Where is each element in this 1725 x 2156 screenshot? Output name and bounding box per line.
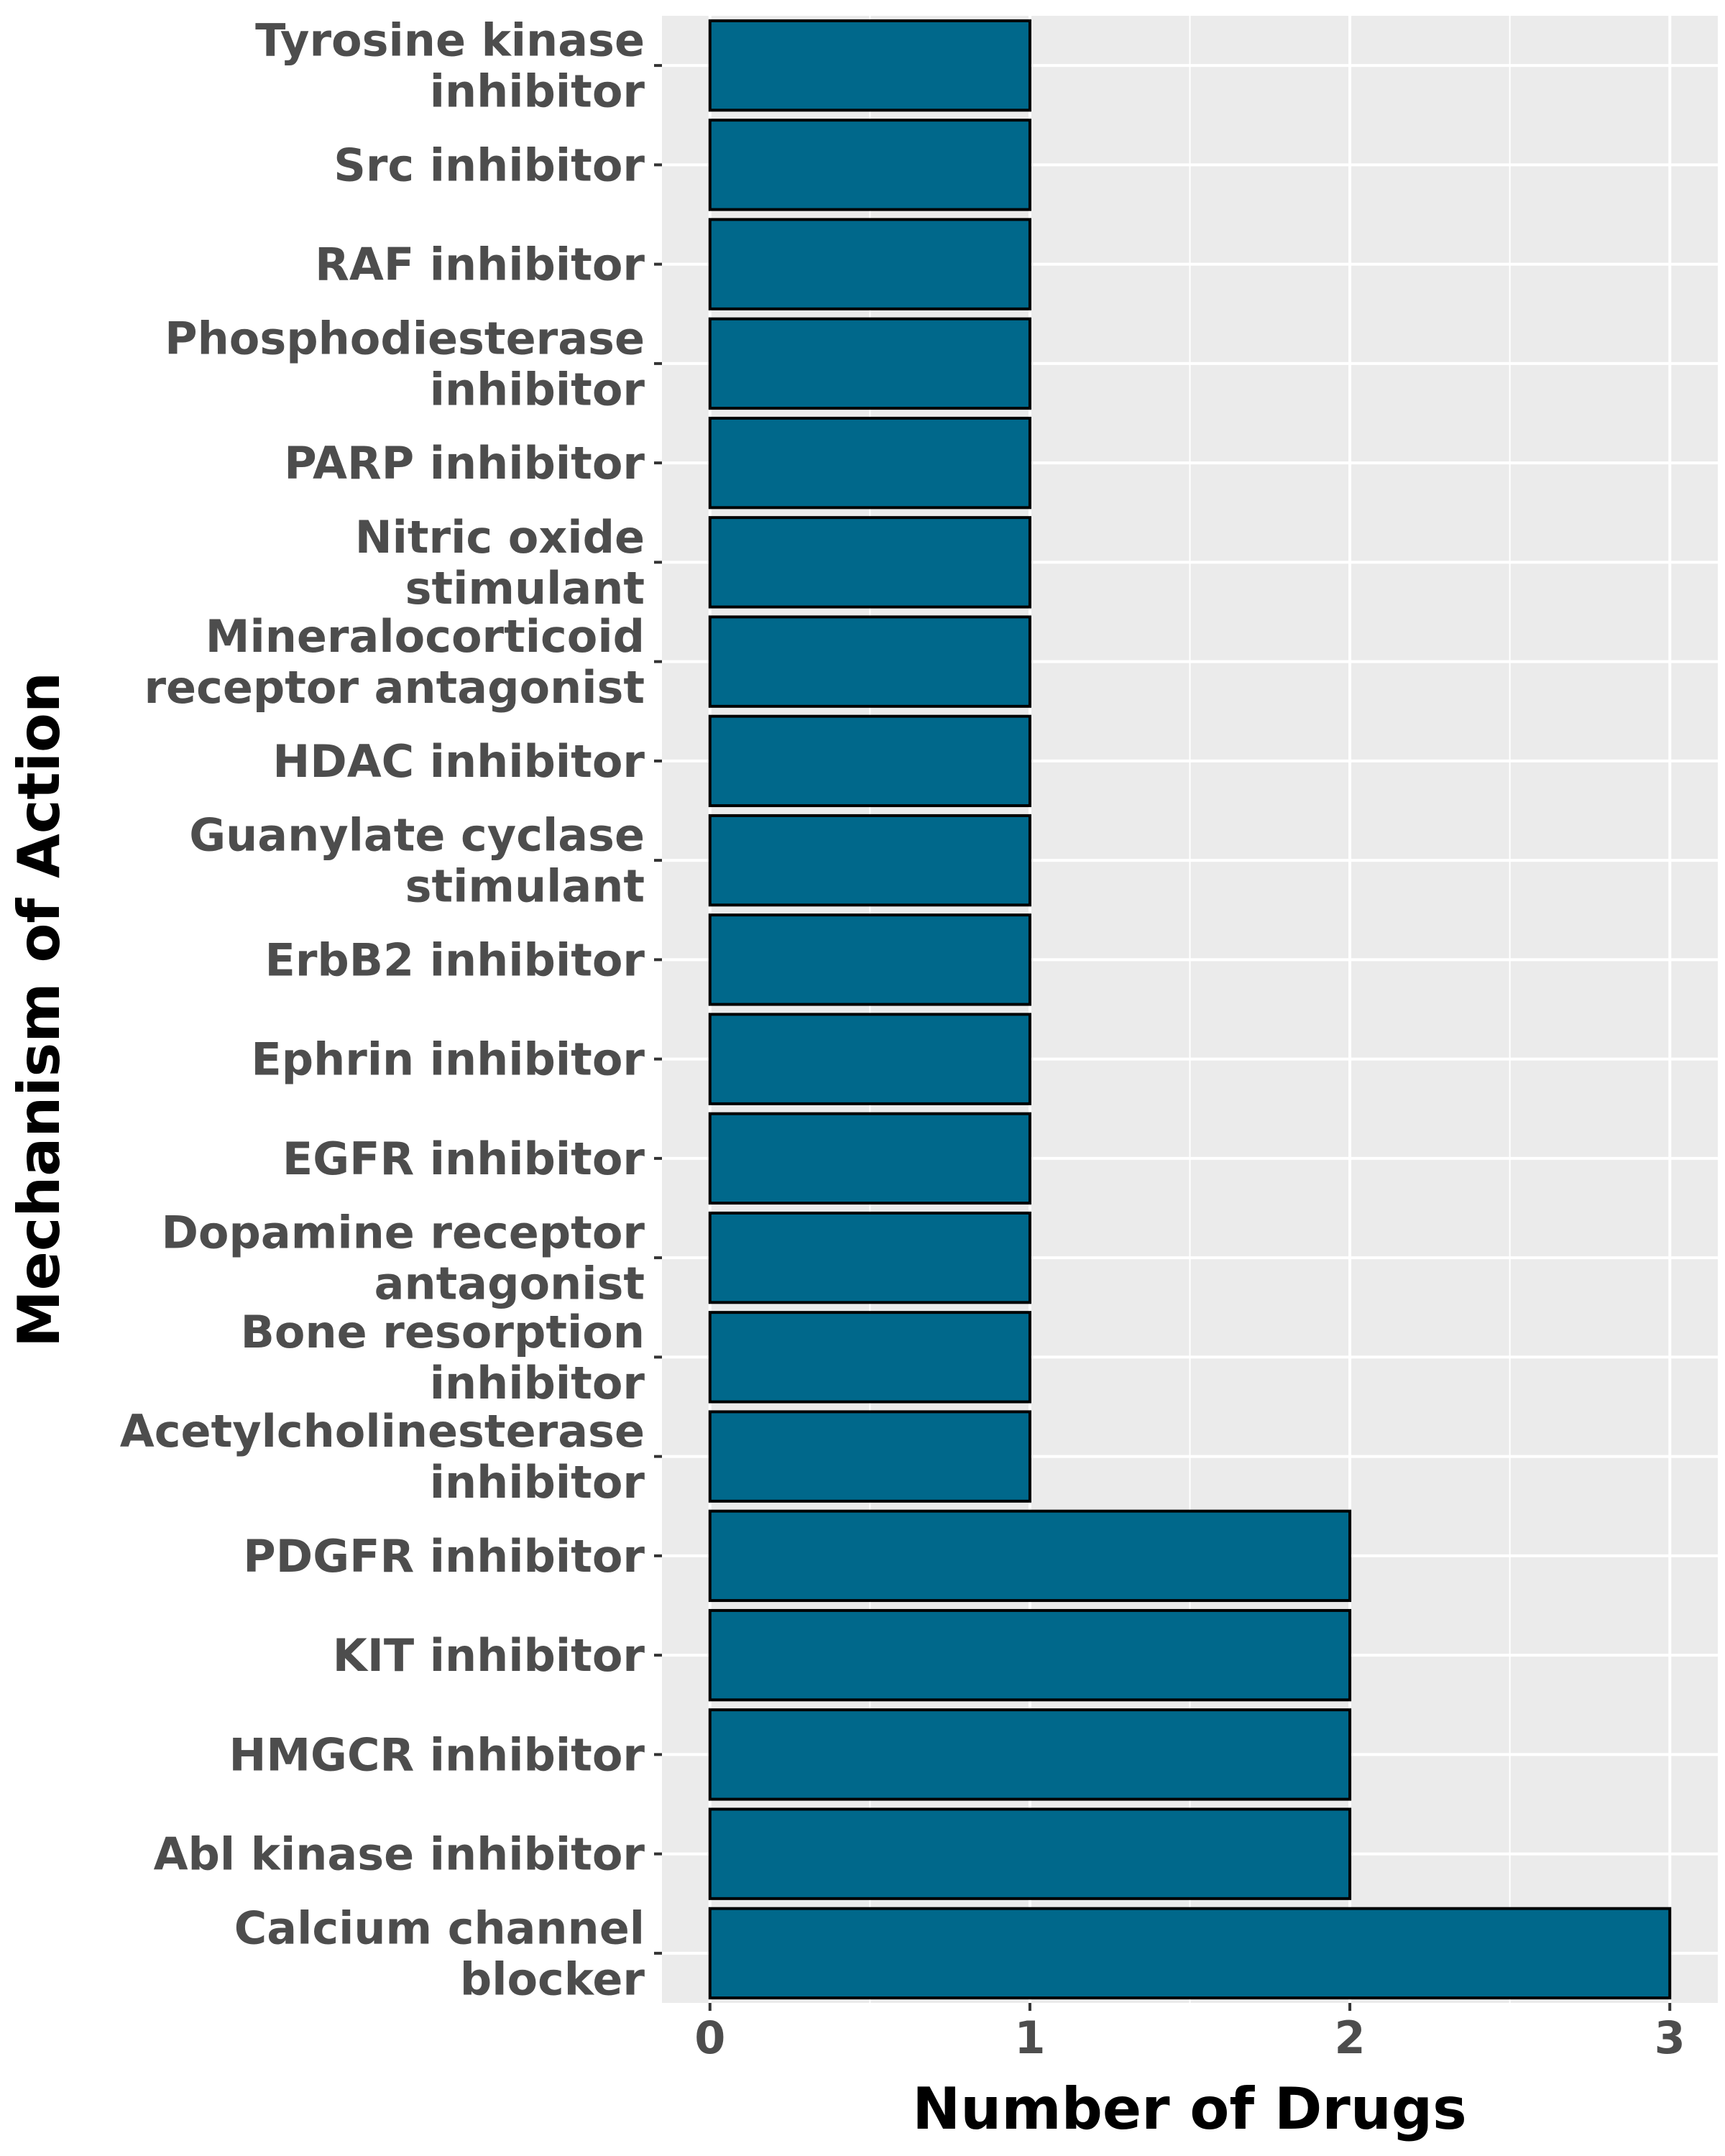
- category-label-line: Phosphodiesterase: [165, 312, 645, 364]
- x-tick-label: 1: [1014, 2012, 1045, 2064]
- category-label-line: PARP inhibitor: [284, 437, 645, 489]
- category-label-line: Bone resorption: [241, 1306, 645, 1358]
- bar: [708, 913, 1031, 1006]
- category-label-line: Acetylcholinesterase: [120, 1405, 645, 1457]
- category-label: Dopamine receptor antagonist: [161, 1207, 645, 1310]
- bar: [708, 615, 1031, 708]
- bar: [708, 814, 1031, 907]
- bar: [708, 1311, 1031, 1404]
- bar: [708, 416, 1031, 510]
- category-label: HDAC inhibitor: [272, 735, 645, 788]
- x-axis-tick-labels: 0 1 2 3: [694, 2012, 1685, 2064]
- category-label-line: Mineralocorticoid: [206, 610, 645, 663]
- category-label-line: ErbB2 inhibitor: [264, 934, 645, 986]
- category-label: HMGCR inhibitor: [229, 1728, 645, 1781]
- category-label: Guanylate cyclase stimulant: [189, 809, 645, 913]
- category-label-line: receptor antagonist: [144, 661, 645, 714]
- category-label: Ephrin inhibitor: [251, 1033, 645, 1086]
- bar: [708, 19, 1031, 112]
- bar: [708, 1907, 1672, 2000]
- category-label-line: stimulant: [405, 562, 645, 614]
- category-label-line: inhibitor: [430, 363, 645, 415]
- category-label: Bone resorption inhibitor: [241, 1306, 645, 1409]
- x-axis-ticks: [708, 2003, 1672, 2011]
- category-label-line: RAF inhibitor: [315, 239, 645, 291]
- bar: [708, 1807, 1352, 1900]
- category-label-line: antagonist: [374, 1258, 645, 1310]
- category-label-line: Guanylate cyclase: [189, 809, 645, 862]
- bar: [708, 317, 1031, 410]
- category-label-line: Dopamine receptor: [161, 1207, 645, 1259]
- category-label-line: Abl kinase inhibitor: [154, 1828, 645, 1881]
- category-label: ErbB2 inhibitor: [264, 934, 645, 986]
- category-label: RAF inhibitor: [315, 239, 645, 291]
- category-label: Calcium channel blocker: [234, 1902, 645, 2005]
- category-label: Acetylcholinesterase inhibitor: [120, 1405, 645, 1508]
- x-tick-label: 2: [1335, 2012, 1366, 2064]
- y-axis-ticks: [654, 64, 662, 1955]
- x-axis-title: Number of Drugs: [912, 2076, 1466, 2142]
- category-label: Mineralocorticoid receptor antagonist: [144, 610, 645, 714]
- category-label: KIT inhibitor: [333, 1629, 645, 1682]
- category-label-line: blocker: [460, 1953, 645, 2005]
- category-label: Abl kinase inhibitor: [154, 1828, 645, 1881]
- category-label-line: inhibitor: [430, 1456, 645, 1508]
- category-label-line: stimulant: [405, 860, 645, 913]
- category-label-line: inhibitor: [430, 1357, 645, 1409]
- category-label: Nitric oxide stimulant: [355, 511, 645, 614]
- bar: [708, 1112, 1031, 1205]
- category-label: EGFR inhibitor: [282, 1133, 645, 1185]
- category-label-line: inhibitor: [430, 65, 645, 118]
- bar: [708, 714, 1031, 808]
- category-label-line: Ephrin inhibitor: [251, 1033, 645, 1086]
- bar: [708, 1410, 1031, 1503]
- y-axis-title: Mechanism of Action: [6, 672, 73, 1348]
- bar: [708, 1708, 1352, 1801]
- bars: [708, 19, 1672, 2000]
- category-label-line: PDGFR inhibitor: [243, 1530, 645, 1583]
- category-label: PARP inhibitor: [284, 437, 645, 489]
- bar: [708, 516, 1031, 609]
- category-label: Phosphodiesterase inhibitor: [165, 312, 645, 415]
- category-label: PDGFR inhibitor: [243, 1530, 645, 1583]
- bar: [708, 1211, 1031, 1304]
- category-label: Src inhibitor: [334, 139, 645, 191]
- bar: [708, 1013, 1031, 1105]
- category-label-line: HDAC inhibitor: [272, 735, 645, 788]
- category-label: Tyrosine kinase inhibitor: [255, 14, 645, 118]
- category-label-line: Nitric oxide: [355, 511, 645, 563]
- category-label-line: Tyrosine kinase: [255, 14, 645, 67]
- category-label-line: Src inhibitor: [334, 139, 645, 191]
- bar: [708, 1509, 1352, 1603]
- x-tick-label: 0: [694, 2012, 725, 2064]
- bar: [708, 119, 1031, 211]
- x-tick-label: 3: [1655, 2012, 1685, 2064]
- bar: [708, 1608, 1352, 1702]
- category-label-line: KIT inhibitor: [333, 1629, 645, 1682]
- bar: [708, 218, 1031, 310]
- category-label-line: EGFR inhibitor: [282, 1133, 645, 1185]
- category-label-line: Calcium channel: [234, 1902, 645, 1954]
- category-label-line: HMGCR inhibitor: [229, 1728, 645, 1781]
